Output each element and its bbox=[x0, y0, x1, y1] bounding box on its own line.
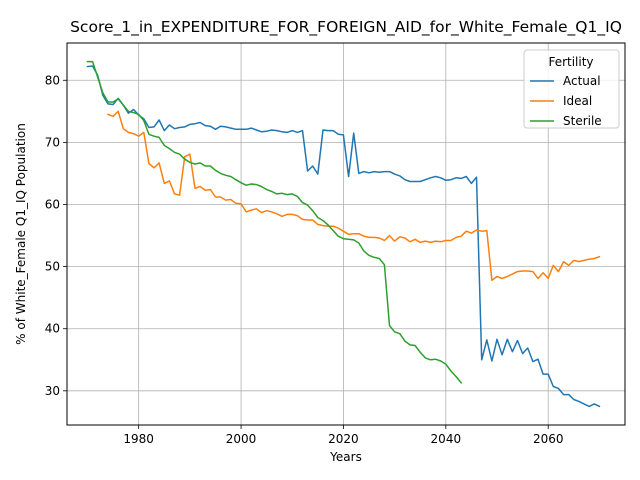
legend: Fertility Actual Ideal Sterile bbox=[523, 49, 620, 129]
series-line-sterile bbox=[86, 60, 463, 384]
legend-title: Fertility bbox=[548, 55, 593, 69]
y-axis-ticks: 30 40 50 60 70 80 bbox=[45, 73, 67, 398]
legend-label-sterile: Sterile bbox=[563, 114, 602, 128]
legend-label-actual: Actual bbox=[563, 74, 601, 88]
y-tick-label: 80 bbox=[45, 73, 60, 87]
x-axis-label: Years bbox=[329, 450, 362, 464]
y-tick-label: 30 bbox=[45, 384, 60, 398]
y-tick-label: 40 bbox=[45, 322, 60, 336]
y-tick-label: 70 bbox=[45, 135, 60, 149]
x-tick-label: 2060 bbox=[533, 432, 564, 446]
x-axis-ticks: 1980 2000 2020 2040 2060 bbox=[123, 425, 563, 446]
series-line-actual bbox=[86, 65, 601, 408]
x-tick-label: 1980 bbox=[123, 432, 154, 446]
y-axis-label: % of White_Female Q1_IQ Population bbox=[14, 123, 28, 345]
x-tick-label: 2020 bbox=[328, 432, 359, 446]
series-line-ideal bbox=[107, 110, 601, 282]
x-tick-label: 2000 bbox=[226, 432, 257, 446]
chart-title: Score_1_in_EXPENDITURE_FOR_FOREIGN_AID_f… bbox=[70, 18, 622, 37]
plot-lines bbox=[86, 60, 601, 408]
x-tick-label: 2040 bbox=[431, 432, 462, 446]
y-tick-label: 60 bbox=[45, 197, 60, 211]
plot-frame bbox=[66, 42, 626, 426]
legend-box bbox=[523, 49, 620, 129]
legend-label-ideal: Ideal bbox=[563, 94, 592, 108]
y-tick-label: 50 bbox=[45, 260, 60, 274]
